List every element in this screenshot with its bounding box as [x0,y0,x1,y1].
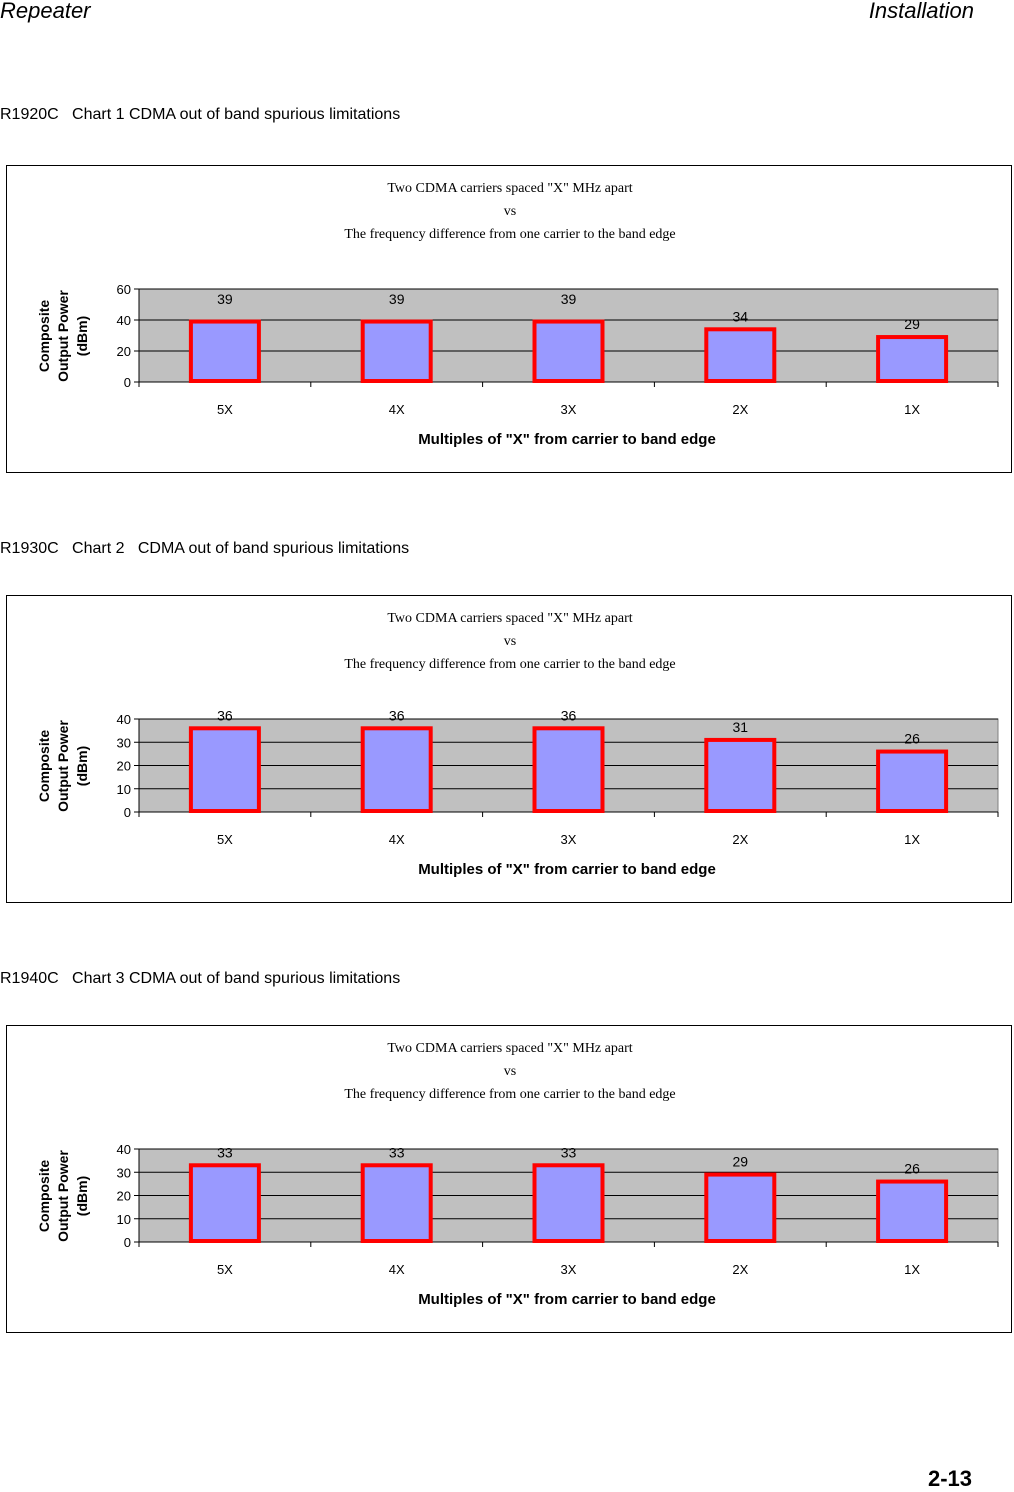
x-tick-label-2X: 2X [732,1262,748,1277]
x-tick-label-5X: 5X [217,1262,233,1277]
y-tick-label: 0 [124,805,131,820]
y-tick-label: 30 [117,1165,131,1180]
x-tick-label-3X: 3X [561,402,577,417]
data-label-3X: 36 [561,707,577,723]
data-label-1X: 26 [904,731,920,747]
bar-4X [360,1163,433,1243]
chart-title-line-0: Two CDMA carriers spaced "X" MHz apart [387,1041,632,1056]
x-tick-label-1X: 1X [904,832,920,847]
y-axis-label-line-1: Output Power [55,1150,71,1242]
y-axis-label: Composite Output Power (dBm) [36,1150,90,1242]
x-tick-label-2X: 2X [732,832,748,847]
x-tick-label-4X: 4X [389,402,405,417]
x-tick-label-1X: 1X [904,1262,920,1277]
chart-title-line-2: The frequency difference from one carrie… [344,1087,675,1102]
x-tick-label-4X: 4X [389,1262,405,1277]
page-number: 2-13 [927,1466,972,1491]
bar-3X [532,726,605,813]
y-axis-label-line-0: Composite [36,1160,52,1233]
chart-2-caption: R1930C Chart 2 CDMA out of band spurious… [0,540,410,557]
data-label-2X: 29 [733,1154,749,1170]
data-label-4X: 33 [389,1144,405,1160]
x-tick-label-2X: 2X [732,402,748,417]
bar-5X [188,319,261,384]
data-label-4X: 39 [389,291,405,307]
x-axis-label: Multiples of "X" from carrier to band ed… [418,1291,716,1308]
y-axis-label-line-2: (dBm) [74,1176,90,1216]
bar-1X [876,1179,949,1244]
x-tick-label-1X: 1X [904,402,920,417]
chart-title-line-0: Two CDMA carriers spaced "X" MHz apart [387,181,632,196]
chart-2: Two CDMA carriers spaced "X" MHz apart vs… [6,595,1012,903]
chart-title-line-2: The frequency difference from one carrie… [344,227,675,242]
bar-4X [360,726,433,813]
y-axis-label-line-0: Composite [36,300,52,373]
data-label-5X: 36 [217,707,233,723]
y-tick-label: 20 [117,1189,131,1204]
bar-1X [876,749,949,814]
chart-3: Two CDMA carriers spaced "X" MHz apart vs… [6,1025,1012,1333]
y-tick-label: 60 [117,282,131,297]
data-label-3X: 39 [561,291,577,307]
data-label-2X: 31 [733,719,749,735]
x-tick-label-4X: 4X [389,832,405,847]
y-tick-label: 40 [117,313,131,328]
data-label-3X: 33 [561,1144,577,1160]
x-axis-label: Multiples of "X" from carrier to band ed… [418,431,716,448]
chart-3-svg: Two CDMA carriers spaced "X" MHz apart vs… [36,1041,999,1308]
chart-title-line-1: vs [504,634,516,649]
x-tick-label-3X: 3X [561,1262,577,1277]
y-tick-label: 20 [117,759,131,774]
bar-3X [532,319,605,384]
x-tick-label-5X: 5X [217,832,233,847]
bar-2X [704,1172,777,1243]
chart-1: Two CDMA carriers spaced "X" MHz apart vs… [6,165,1012,473]
y-axis-label-line-2: (dBm) [74,746,90,786]
bar-4X [360,319,433,384]
header-right: Installation [868,0,974,23]
y-axis-label-line-1: Output Power [55,290,71,382]
x-tick-label-5X: 5X [217,402,233,417]
bar-5X [188,726,261,813]
y-tick-label: 10 [117,782,131,797]
bar-5X [188,1163,261,1243]
header-left: Repeater [0,0,91,23]
chart-title-line-1: vs [504,1064,516,1079]
bar-1X [876,335,949,384]
y-tick-label: 30 [117,735,131,750]
y-axis-label: Composite Output Power (dBm) [36,290,90,382]
chart-1-svg: Two CDMA carriers spaced "X" MHz apart vs… [36,181,999,448]
y-tick-label: 40 [117,712,131,727]
data-label-5X: 39 [217,291,233,307]
chart-title-line-2: The frequency difference from one carrie… [344,657,675,672]
y-axis-label-line-0: Composite [36,730,52,803]
bar-2X [704,327,777,384]
chart-title-line-1: vs [504,204,516,219]
x-axis-label: Multiples of "X" from carrier to band ed… [418,861,716,878]
chart-title-line-0: Two CDMA carriers spaced "X" MHz apart [387,611,632,626]
data-label-2X: 34 [733,308,749,324]
bar-2X [704,737,777,813]
chart-2-svg: Two CDMA carriers spaced "X" MHz apart vs… [36,611,999,878]
bar-3X [532,1163,605,1243]
data-label-4X: 36 [389,707,405,723]
data-label-5X: 33 [217,1144,233,1160]
y-tick-label: 0 [124,375,131,390]
y-axis-label-line-2: (dBm) [74,316,90,356]
chart-3-caption: R1940C Chart 3 CDMA out of band spurious… [0,970,401,987]
y-tick-label: 10 [117,1212,131,1227]
y-tick-label: 20 [117,344,131,359]
chart-1-caption: R1920C Chart 1 CDMA out of band spurious… [0,106,401,123]
y-tick-label: 0 [124,1235,131,1250]
data-label-1X: 26 [904,1161,920,1177]
y-axis-label-line-1: Output Power [55,720,71,812]
data-label-1X: 29 [904,316,920,332]
x-tick-label-3X: 3X [561,832,577,847]
y-axis-label: Composite Output Power (dBm) [36,720,90,812]
y-tick-label: 40 [117,1142,131,1157]
